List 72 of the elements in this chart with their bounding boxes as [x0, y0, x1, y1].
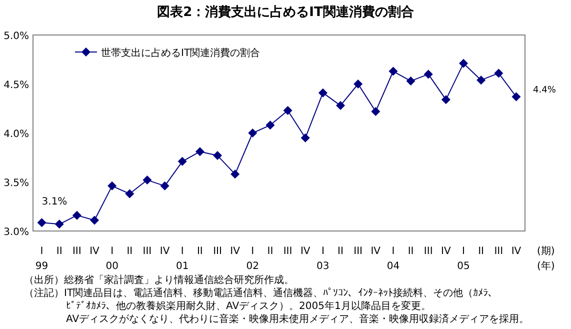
x-tick-label: III [424, 246, 433, 257]
x-tick-label: III [213, 246, 222, 257]
x-tick-label: II [267, 246, 274, 257]
point [160, 181, 170, 190]
point [336, 101, 345, 110]
point [213, 151, 222, 160]
x-tick-label: III [283, 246, 292, 257]
x-axis-title: (期) [537, 245, 555, 257]
point [318, 88, 328, 98]
y-tick-label: 3.0% [4, 227, 29, 238]
point [108, 181, 117, 190]
legend: 世帯支出に占めるIT関連消費の割合 [74, 48, 260, 59]
x-tick-label: IV [441, 246, 451, 257]
point [54, 220, 64, 229]
x-tick-label: I 99 [35, 246, 48, 272]
text: （注記）IT関連品目は、電話通信料、移動電話通信料、通信機器、ﾊﾟｿｺﾝ、ｲﾝﾀｰﾈｯﾄ接続料、その他（ｶﾒﾗ、 [24, 287, 498, 299]
x-tick-label: I 03 [316, 246, 330, 272]
x-tick-label: IV [300, 246, 310, 257]
x-tick-label: III [72, 246, 82, 257]
text: AVディスクがなくなり、代わりに音楽・映像用未使用メディア、音楽・映像用収録済メディアを採用。 [66, 313, 530, 325]
point [459, 58, 468, 68]
point [354, 80, 363, 88]
x-tick-label: II [126, 246, 133, 257]
x-tick-label: IV [90, 246, 100, 257]
y-tick-label: 3.5% [4, 178, 29, 189]
x-tick-label: II [478, 246, 484, 257]
point [230, 170, 240, 179]
point [388, 66, 398, 76]
point [512, 92, 521, 102]
data-label: 4.4% [533, 86, 556, 96]
point [300, 133, 310, 142]
x-tick-label: IV [511, 246, 522, 257]
point [371, 106, 380, 116]
point [125, 189, 134, 198]
y-tick-label: 5.0% [4, 31, 29, 42]
point [90, 216, 99, 225]
point [248, 128, 258, 138]
point [406, 76, 416, 86]
x-tick-label: III [354, 246, 362, 257]
x-tick-label: II [338, 246, 344, 257]
point [142, 176, 152, 185]
point [37, 218, 46, 228]
text: (年) [537, 260, 555, 272]
y-tick-label: 4.5% [4, 80, 29, 91]
text: ﾋﾞﾃﾞｵｶﾒﾗ、他の教養娯楽用耐久財、AVディスク）。2005年1月以降品目を変更。 [66, 300, 431, 312]
chart-title: 図表2：消費支出に占めるIT関連消費の割合 [157, 4, 414, 20]
x-tick-label: II [408, 246, 414, 257]
point [178, 156, 187, 166]
x-tick-label: IV [160, 246, 170, 257]
x-tick-label: I 02 [246, 246, 260, 272]
y-tick-label: 4.0% [4, 129, 29, 140]
text: （出所）総務省「家計調査」より情報通信総合研究所作成。 [24, 274, 294, 286]
point [494, 68, 504, 78]
legend-label: 世帯支出に占めるIT関連消費の割合 [101, 47, 260, 59]
x-tick-label: IV [230, 246, 240, 257]
x-tick-label: I 01 [176, 246, 189, 272]
point [195, 147, 204, 156]
point [441, 95, 450, 104]
x-tick-label: II [196, 246, 203, 257]
point [283, 106, 292, 115]
x-tick-label: III [494, 246, 504, 257]
x-tick-label: IV [370, 246, 381, 257]
x-tick-label: I 00 [106, 246, 118, 272]
data-label: 3.1% [42, 196, 68, 208]
point [424, 70, 433, 79]
x-tick-label: II [56, 246, 62, 257]
point [266, 120, 275, 130]
x-tick-label: III [142, 246, 152, 257]
point [72, 210, 82, 220]
x-tick-label: I 04 [386, 246, 400, 272]
x-tick-label: I 05 [457, 246, 470, 272]
point [476, 76, 486, 85]
